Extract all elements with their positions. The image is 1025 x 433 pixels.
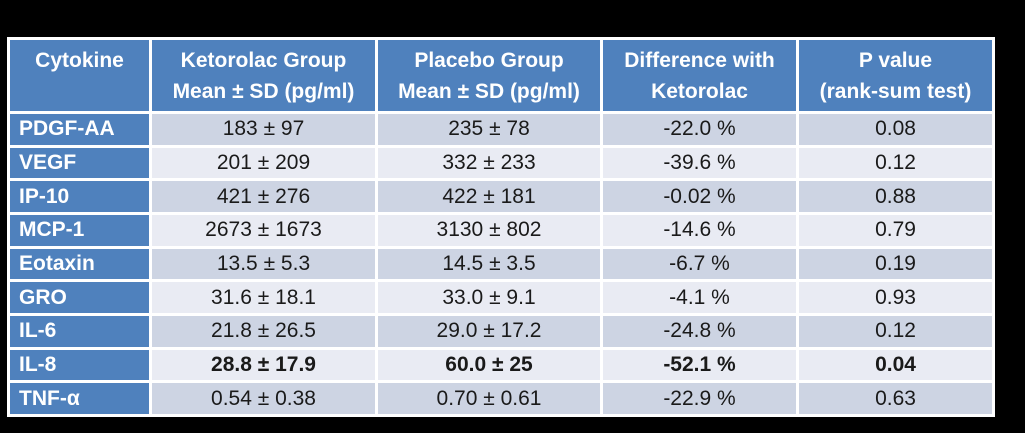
cytokine-name: IP-10 [7, 178, 152, 215]
p-value: 0.93 [796, 279, 995, 316]
p-value: 0.79 [796, 211, 995, 249]
cytokine-name: PDGF-AA [7, 111, 152, 148]
header-line1: Difference with [624, 49, 775, 72]
table-row-significant: IL-8 28.8 ± 17.9 60.0 ± 25 -52.1 % 0.04 [7, 346, 995, 384]
cytokine-name: IL-8 [7, 346, 152, 384]
p-value: 0.04 [796, 346, 995, 384]
header-cytokine: Cytokine [7, 37, 152, 114]
cytokine-name: Eotaxin [7, 245, 152, 283]
ketorolac-value: 21.8 ± 26.5 [149, 312, 378, 350]
placebo-value: 33.0 ± 9.1 [375, 279, 603, 316]
ketorolac-value: 2673 ± 1673 [149, 211, 378, 249]
table-row: TNF-α 0.54 ± 0.38 0.70 ± 0.61 -22.9 % 0.… [7, 380, 995, 417]
difference-value: -14.6 % [600, 211, 799, 249]
difference-value: -22.9 % [600, 380, 799, 417]
placebo-value: 235 ± 78 [375, 111, 603, 148]
header-line2: Ketorolac [651, 80, 748, 103]
difference-value: -4.1 % [600, 279, 799, 316]
cytokine-name: TNF-α [7, 380, 152, 417]
ketorolac-value: 421 ± 276 [149, 178, 378, 215]
table-row: MCP-1 2673 ± 1673 3130 ± 802 -14.6 % 0.7… [7, 211, 995, 249]
difference-value: -52.1 % [600, 346, 799, 384]
header-line2: (rank-sum test) [819, 80, 972, 103]
ketorolac-value: 13.5 ± 5.3 [149, 245, 378, 283]
p-value: 0.12 [796, 312, 995, 350]
table-row: GRO 31.6 ± 18.1 33.0 ± 9.1 -4.1 % 0.93 [7, 279, 995, 316]
header-line1: Placebo Group [414, 49, 564, 72]
p-value: 0.08 [796, 111, 995, 148]
header-placebo-group: Placebo Group Mean ± SD (pg/ml) [375, 37, 603, 114]
difference-value: -39.6 % [600, 144, 799, 182]
p-value: 0.63 [796, 380, 995, 417]
difference-value: -0.02 % [600, 178, 799, 215]
ketorolac-value: 31.6 ± 18.1 [149, 279, 378, 316]
header-line1: Ketorolac Group [180, 49, 347, 72]
header-p-value: P value (rank-sum test) [796, 37, 995, 114]
table-row: PDGF-AA 183 ± 97 235 ± 78 -22.0 % 0.08 [7, 111, 995, 148]
table-row: IP-10 421 ± 276 422 ± 181 -0.02 % 0.88 [7, 178, 995, 215]
header-difference: Difference with Ketorolac [600, 37, 799, 114]
ketorolac-value: 0.54 ± 0.38 [149, 380, 378, 417]
cytokine-name: VEGF [7, 144, 152, 182]
cytokine-name: MCP-1 [7, 211, 152, 249]
p-value: 0.19 [796, 245, 995, 283]
placebo-value: 3130 ± 802 [375, 211, 603, 249]
difference-value: -22.0 % [600, 111, 799, 148]
table-row: Eotaxin 13.5 ± 5.3 14.5 ± 3.5 -6.7 % 0.1… [7, 245, 995, 283]
placebo-value: 422 ± 181 [375, 178, 603, 215]
placebo-value: 0.70 ± 0.61 [375, 380, 603, 417]
table-row: IL-6 21.8 ± 26.5 29.0 ± 17.2 -24.8 % 0.1… [7, 312, 995, 350]
p-value: 0.88 [796, 178, 995, 215]
header-ketorolac-group: Ketorolac Group Mean ± SD (pg/ml) [149, 37, 378, 114]
cytokine-results-table: Cytokine Ketorolac Group Mean ± SD (pg/m… [7, 37, 995, 417]
header-line2: Mean ± SD (pg/ml) [172, 80, 355, 103]
ketorolac-value: 28.8 ± 17.9 [149, 346, 378, 384]
placebo-value: 60.0 ± 25 [375, 346, 603, 384]
ketorolac-value: 183 ± 97 [149, 111, 378, 148]
header-line2: Mean ± SD (pg/ml) [398, 80, 580, 103]
header-line1: P value [858, 49, 933, 72]
placebo-value: 14.5 ± 3.5 [375, 245, 603, 283]
placebo-value: 332 ± 233 [375, 144, 603, 182]
header-line1: Cytokine [35, 49, 124, 72]
header-row: Cytokine Ketorolac Group Mean ± SD (pg/m… [7, 37, 995, 114]
cytokine-name: GRO [7, 279, 152, 316]
ketorolac-value: 201 ± 209 [149, 144, 378, 182]
difference-value: -6.7 % [600, 245, 799, 283]
cytokine-name: IL-6 [7, 312, 152, 350]
placebo-value: 29.0 ± 17.2 [375, 312, 603, 350]
table-row: VEGF 201 ± 209 332 ± 233 -39.6 % 0.12 [7, 144, 995, 182]
p-value: 0.12 [796, 144, 995, 182]
difference-value: -24.8 % [600, 312, 799, 350]
